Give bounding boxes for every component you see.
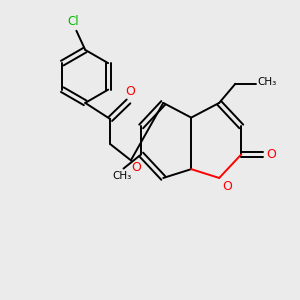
Text: CH₃: CH₃ — [112, 171, 132, 181]
Text: O: O — [126, 85, 136, 98]
Text: O: O — [132, 161, 142, 174]
Text: O: O — [223, 180, 232, 193]
Text: O: O — [266, 148, 276, 161]
Text: CH₃: CH₃ — [257, 77, 277, 87]
Text: Cl: Cl — [67, 15, 79, 28]
